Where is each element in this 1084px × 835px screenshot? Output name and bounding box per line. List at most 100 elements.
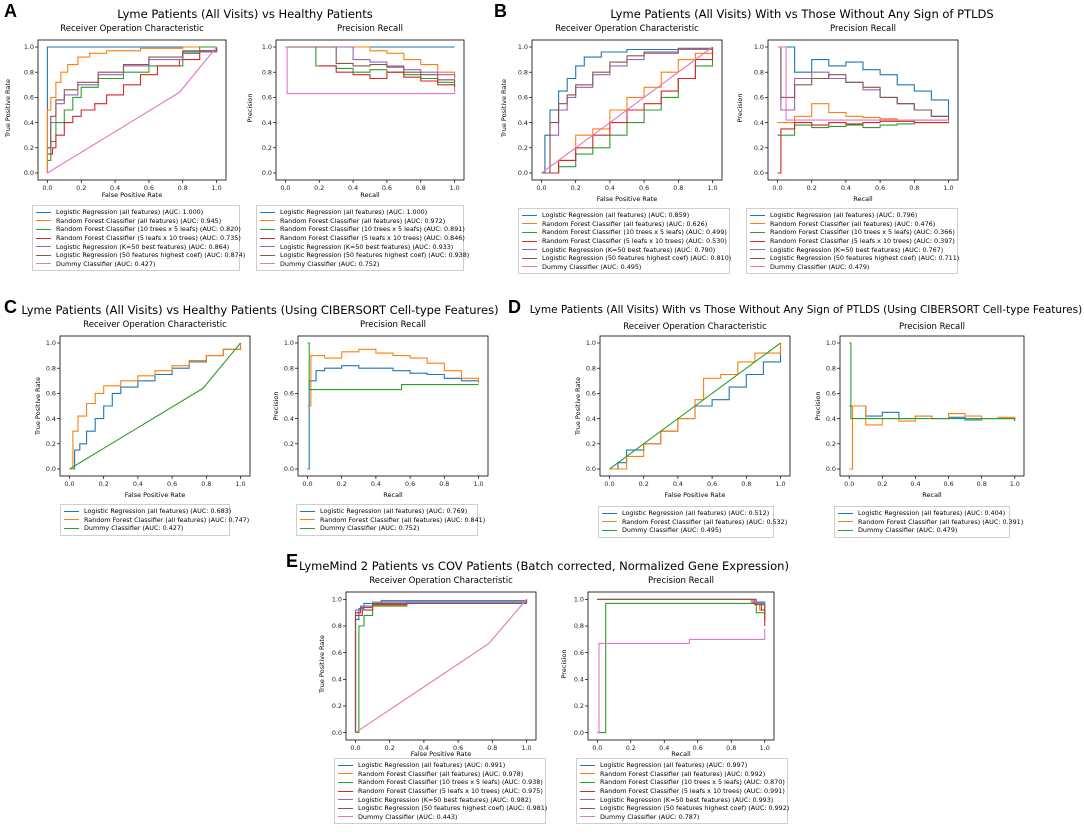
- series-line-5: [285, 46, 456, 83]
- y-tick-label: 0.2: [332, 702, 342, 710]
- pr-xlabel: Recall: [671, 750, 691, 758]
- x-tick-label: 1.0: [707, 184, 717, 192]
- axes-frame: [297, 335, 489, 477]
- series-line-5: [354, 599, 528, 733]
- x-tick-label: 1.0: [212, 184, 222, 192]
- series-line-3: [47, 47, 218, 155]
- pr-ylabel: Precision: [814, 391, 822, 421]
- y-tick-label: 0.8: [24, 68, 34, 76]
- series-line-6: [47, 46, 218, 174]
- series-line-1: [307, 348, 480, 407]
- legend: Logistic Regression (all features) (AUC:…: [334, 758, 547, 825]
- panel-label: D: [508, 297, 521, 317]
- x-tick-label: 0.0: [302, 480, 312, 488]
- legend-label: Dummy Classifier (AUC: 0.479): [770, 262, 870, 271]
- legend-item: Random Forest Classifier (5 leafs x 10 t…: [522, 237, 727, 246]
- panel-title: Lyme Patients (All Visits) With vs Those…: [529, 304, 1083, 316]
- y-tick-label: 0.6: [284, 390, 294, 398]
- series-line-1: [609, 343, 782, 470]
- x-tick-label: 0.6: [167, 480, 177, 488]
- series-line-5: [777, 46, 950, 121]
- legend-label: Dummy Classifier (AUC: 0.752): [320, 524, 420, 533]
- legend-item: Logistic Regression (K=50 best features)…: [580, 795, 784, 804]
- roc-xlabel: False Positive Rate: [410, 750, 472, 758]
- x-tick-label: 0.6: [453, 744, 463, 752]
- y-tick-label: 0.4: [332, 676, 342, 684]
- legend-item: Random Forest Classifier (5 leafs x 10 t…: [750, 237, 955, 246]
- y-tick-label: 0.0: [262, 169, 272, 177]
- legend-swatch: [750, 231, 765, 233]
- panel-label: C: [4, 297, 17, 317]
- y-tick-label: 0.6: [754, 94, 764, 102]
- series-line-5: [47, 47, 218, 149]
- x-tick-label: 0.6: [382, 184, 392, 192]
- x-tick-label: 0.2: [337, 480, 347, 488]
- axes-frame: [59, 335, 251, 477]
- legend-label: Logistic Regression (all features) (AUC:…: [280, 208, 428, 217]
- legend-swatch: [522, 257, 537, 259]
- legend-item: Dummy Classifier (AUC: 0.427): [64, 524, 226, 533]
- pr-xlabel: Recall: [360, 191, 380, 199]
- legend: Logistic Regression (all features) (AUC:…: [296, 504, 485, 536]
- panel-title: LymeMind 2 Patients vs COV Patients (Bat…: [299, 559, 789, 573]
- panel-a: A Lyme Patients (All Visits) vs Healthy …: [0, 0, 480, 290]
- legend-swatch: [260, 228, 275, 230]
- x-tick-label: 0.0: [536, 184, 546, 192]
- legend-label: Dummy Classifier (AUC: 0.427): [84, 524, 184, 533]
- legend-label: Dummy Classifier (AUC: 0.787): [600, 812, 700, 821]
- legend: Logistic Regression (all features) (AUC:…: [518, 208, 731, 275]
- legend-swatch: [338, 781, 353, 783]
- legend: Logistic Regression (all features) (AUC:…: [598, 506, 787, 538]
- roc-xlabel: False Positive Rate: [124, 491, 186, 499]
- legend-swatch: [522, 266, 537, 268]
- pr-ylabel: Precision: [560, 649, 568, 679]
- pr-chart: 0.0 0.2 0.4 0.6 0.8 1.0 0.0 0.2 0.4 0.6 0.8 1.0 Pre…: [490, 0, 1084, 290]
- legend-label: Logistic Regression (all features) (AUC:…: [84, 507, 232, 516]
- x-tick-label: 1.0: [760, 744, 770, 752]
- legend-label: Logistic Regression (K=50 best features)…: [358, 795, 532, 804]
- legend-item: Logistic Regression (K=50 best features)…: [522, 245, 726, 254]
- legend-label: Random Forest Classifier (5 leafs x 10 t…: [542, 237, 727, 246]
- series-line-5: [597, 598, 766, 617]
- x-tick-label: 0.0: [592, 744, 602, 752]
- series-line-3: [777, 120, 949, 174]
- legend-item: Logistic Regression (K=50 best features)…: [750, 245, 954, 254]
- x-tick-label: 0.6: [943, 480, 953, 488]
- panel-d: D Lyme Patients (All Visits) With vs Tho…: [504, 294, 1084, 554]
- pr-chart: 0.0 0.2 0.4 0.6 0.8 1.0 0.0 0.2 0.4 0.6 0.8 1.0 Pre…: [504, 294, 1084, 554]
- legend-swatch: [338, 773, 353, 775]
- roc-plot: 0.0 0.2 0.4 0.6 0.8 1.0 0.0 0.2 0.4 0.6 0.8 1.0: [586, 335, 791, 488]
- legend-swatch: [838, 521, 853, 523]
- legend-label: Logistic Regression (all features) (AUC:…: [622, 509, 770, 518]
- roc-xlabel: False Positive Rate: [664, 491, 726, 499]
- legend-swatch: [750, 214, 765, 216]
- legend-label: Random Forest Classifier (5 leafs x 10 t…: [770, 237, 955, 246]
- pr-title: Precision Recall: [830, 24, 896, 34]
- legend-swatch: [260, 237, 275, 239]
- x-tick-label: 1.0: [521, 744, 531, 752]
- legend: Logistic Regression (all features) (AUC:…: [60, 504, 249, 536]
- legend-label: Dummy Classifier (AUC: 0.479): [858, 526, 958, 535]
- legend-item: Random Forest Classifier (10 trees x 5 l…: [338, 778, 543, 787]
- legend-item: Dummy Classifier (AUC: 0.752): [300, 524, 474, 533]
- y-tick-label: 0.8: [46, 364, 56, 372]
- axes-frame: [275, 39, 465, 181]
- x-tick-label: 0.4: [133, 480, 143, 488]
- x-tick-label: 0.6: [693, 744, 703, 752]
- x-tick-label: 1.0: [473, 480, 483, 488]
- legend-swatch: [750, 257, 765, 259]
- axes-frame: [599, 335, 791, 477]
- pr-ylabel: Precision: [246, 93, 254, 123]
- legend-label: Logistic Regression (all features) (AUC:…: [542, 211, 690, 220]
- y-tick-label: 0.4: [518, 119, 528, 127]
- legend-swatch: [260, 211, 275, 213]
- legend-swatch: [260, 263, 275, 265]
- y-tick-label: 0.6: [826, 390, 836, 398]
- legend-swatch: [522, 231, 537, 233]
- legend-label: Random Forest Classifier (5 leafs x 10 t…: [600, 787, 785, 796]
- legend: Logistic Regression (all features) (AUC:…: [834, 506, 1023, 538]
- pr-plot: 0.0 0.2 0.4 0.6 0.8 1.0 0.0 0.2 0.4 0.6 0.8 1.0: [754, 39, 959, 192]
- legend-label: Dummy Classifier (AUC: 0.495): [622, 526, 722, 535]
- legend-item: Dummy Classifier (AUC: 0.479): [750, 263, 954, 272]
- x-tick-label: 0.6: [405, 480, 415, 488]
